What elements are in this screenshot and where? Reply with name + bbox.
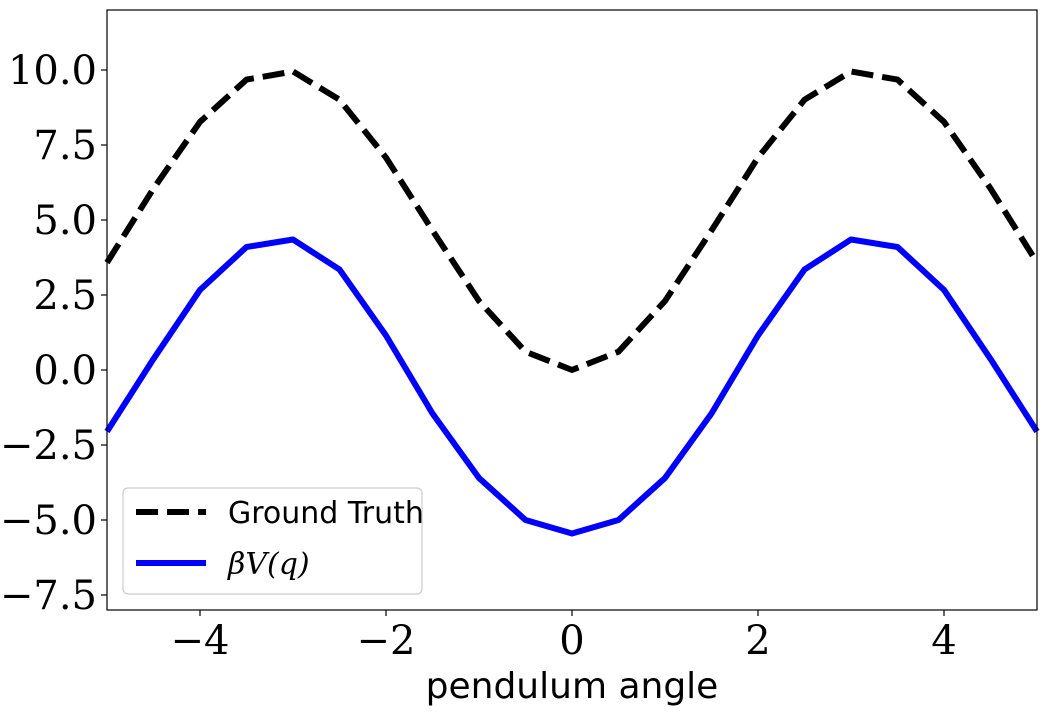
y-tick-label: 2.5 [33, 273, 97, 319]
legend-label-beta-v: βV(q) [227, 547, 310, 582]
y-tick-label: −7.5 [0, 573, 97, 619]
legend-box [122, 487, 423, 595]
y-tick-label: 10.0 [8, 48, 97, 94]
x-axis-label: pendulum angle [426, 666, 719, 707]
y-axis-ticks: 10.0 7.5 5.0 2.5 0.0 −2.5 −5.0 −7.5 [0, 48, 107, 619]
y-tick-label: 0.0 [33, 348, 97, 394]
x-tick-label: 0 [559, 618, 584, 664]
x-tick-label: −4 [171, 618, 230, 664]
series-line-beta-v [104, 236, 1040, 537]
y-tick-label: 5.0 [33, 198, 97, 244]
series-line-ground-truth [104, 68, 1040, 373]
x-tick-label: 4 [931, 618, 956, 664]
legend: Ground Truth βV(q) [122, 487, 424, 595]
y-tick-label: 7.5 [33, 123, 97, 169]
legend-label-ground-truth: Ground Truth [228, 496, 424, 531]
y-tick-label: −2.5 [0, 423, 97, 469]
x-tick-label: −2 [357, 618, 416, 664]
y-tick-label: −5.0 [0, 498, 97, 544]
x-axis-ticks: −4 −2 0 2 4 [171, 610, 957, 664]
series-layer [104, 68, 1040, 537]
x-tick-label: 2 [745, 618, 770, 664]
